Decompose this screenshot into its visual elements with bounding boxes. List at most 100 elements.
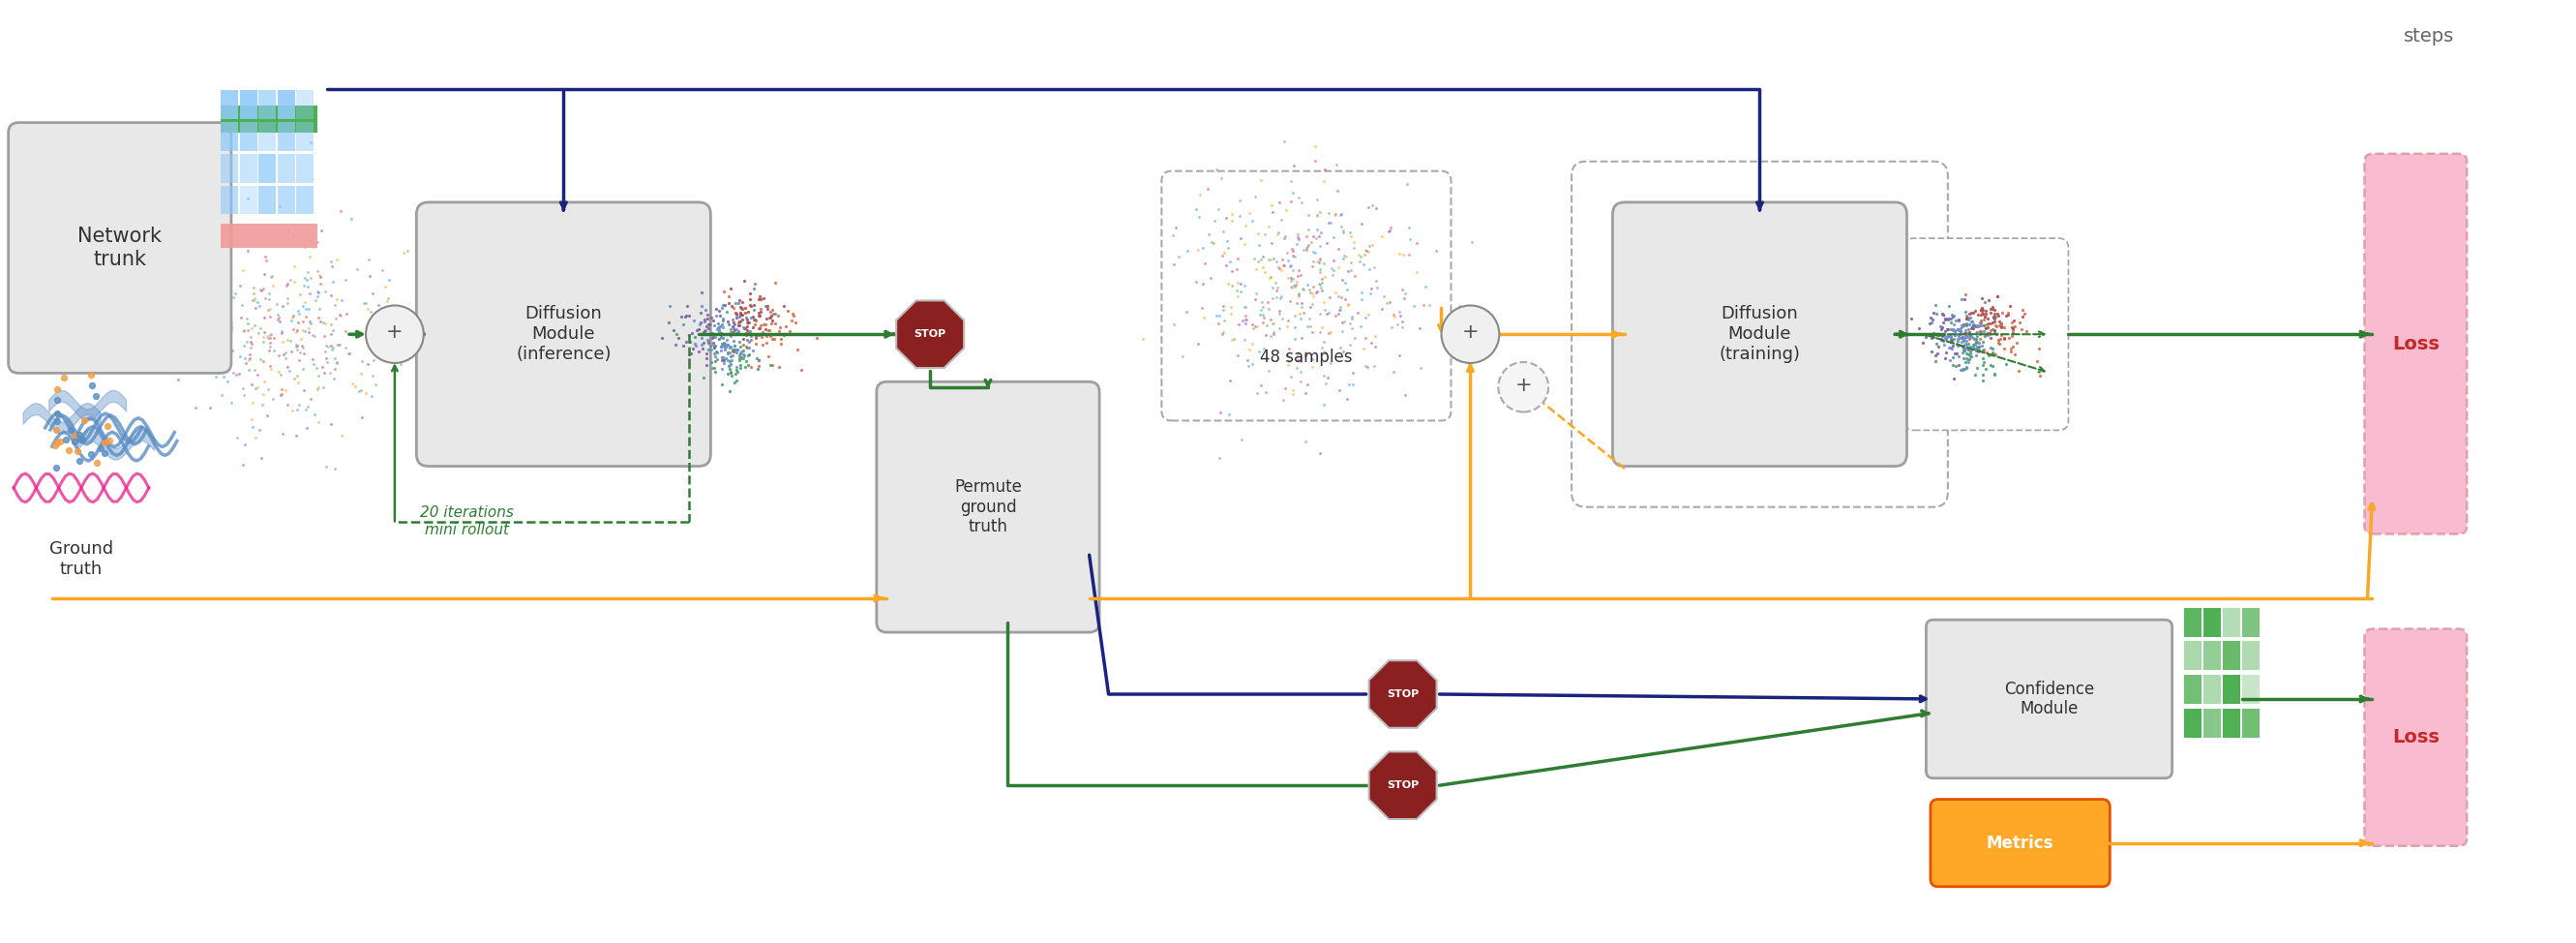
Point: [1340, 319, 1381, 334]
Point: [327, 345, 368, 360]
Point: [706, 339, 747, 355]
Point: [224, 338, 265, 353]
Point: [1960, 326, 2002, 341]
Point: [1922, 328, 1963, 343]
Point: [724, 348, 765, 363]
Point: [654, 323, 696, 338]
Point: [706, 332, 747, 347]
Point: [685, 357, 726, 372]
Point: [1973, 301, 2014, 316]
Point: [1927, 322, 1968, 337]
Point: [1177, 337, 1218, 352]
Point: [1309, 305, 1350, 320]
Point: [1955, 304, 1996, 319]
Point: [240, 298, 281, 313]
Point: [1355, 201, 1396, 216]
Point: [1901, 335, 1942, 350]
Point: [1937, 349, 1978, 364]
Point: [265, 350, 307, 365]
Point: [683, 335, 724, 350]
Point: [711, 342, 752, 357]
Point: [1950, 352, 1991, 367]
Text: +: +: [1515, 375, 1533, 395]
Point: [175, 352, 216, 367]
Point: [739, 289, 781, 304]
Point: [1937, 312, 1978, 327]
Point: [760, 331, 801, 346]
Point: [747, 301, 788, 316]
Point: [685, 323, 726, 338]
Point: [1945, 328, 1986, 343]
Point: [322, 428, 363, 443]
Point: [708, 361, 750, 376]
Point: [1273, 383, 1314, 398]
Point: [685, 311, 726, 326]
Point: [250, 359, 291, 374]
Point: [716, 364, 757, 379]
Point: [1953, 339, 1994, 355]
Point: [1278, 289, 1319, 304]
Point: [1296, 254, 1337, 269]
Point: [263, 298, 304, 313]
Point: [724, 321, 765, 336]
Point: [1226, 308, 1267, 323]
Point: [703, 331, 744, 346]
Point: [229, 335, 270, 350]
Bar: [222, 223, 317, 248]
Point: [1267, 271, 1309, 286]
Point: [1963, 367, 2004, 382]
Point: [201, 295, 242, 310]
Point: [291, 316, 332, 331]
Point: [1937, 337, 1978, 352]
Point: [1981, 320, 2022, 335]
Point: [1190, 235, 1231, 250]
Point: [366, 354, 407, 369]
Point: [247, 343, 289, 358]
Bar: [2202, 608, 2221, 637]
Point: [701, 319, 742, 334]
Point: [1942, 361, 1984, 376]
Point: [1242, 310, 1283, 325]
Point: [685, 350, 726, 365]
FancyBboxPatch shape: [1162, 171, 1450, 421]
Point: [1958, 341, 1999, 356]
Point: [1306, 345, 1347, 360]
Point: [1942, 319, 1984, 334]
Point: [211, 322, 252, 337]
Point: [744, 335, 786, 350]
Point: [729, 324, 770, 339]
Point: [1399, 321, 1440, 336]
Point: [1249, 219, 1291, 234]
Point: [1319, 302, 1360, 317]
Point: [227, 334, 268, 349]
Point: [1968, 325, 2009, 340]
Point: [299, 310, 340, 325]
Point: [1942, 345, 1984, 360]
Bar: [296, 154, 314, 183]
Point: [729, 346, 770, 361]
Point: [1319, 306, 1360, 322]
Point: [1216, 283, 1257, 298]
Point: [1321, 323, 1363, 339]
Point: [1157, 221, 1198, 236]
Point: [1360, 302, 1401, 317]
Text: Permute
ground
truth: Permute ground truth: [953, 478, 1023, 536]
Point: [1296, 222, 1337, 237]
Point: [1182, 301, 1224, 316]
Point: [734, 329, 775, 344]
Point: [752, 331, 793, 346]
Point: [188, 401, 229, 416]
Point: [1924, 330, 1965, 345]
Point: [701, 339, 742, 354]
Point: [1963, 306, 2004, 321]
Point: [1316, 260, 1358, 275]
Point: [1971, 347, 2012, 362]
Point: [1960, 303, 2002, 318]
Point: [183, 339, 224, 355]
Point: [1154, 317, 1195, 332]
Point: [1947, 347, 1989, 362]
Point: [1306, 375, 1347, 390]
Point: [317, 355, 358, 370]
Point: [1242, 173, 1283, 188]
Point: [719, 351, 760, 366]
